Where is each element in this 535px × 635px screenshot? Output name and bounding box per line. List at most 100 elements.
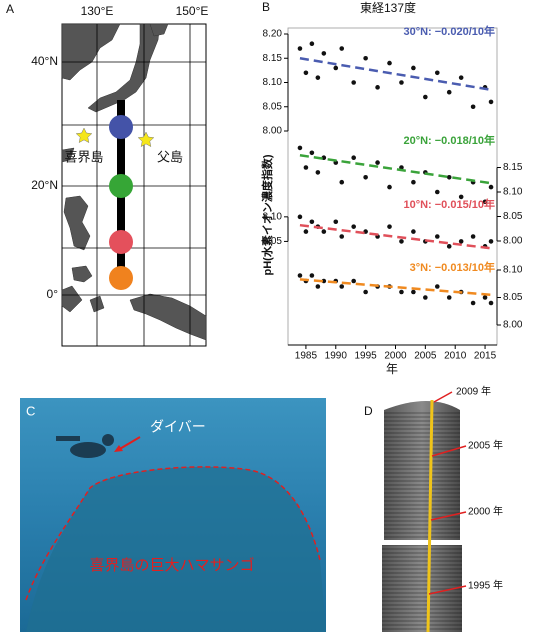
data-point (446, 89, 452, 95)
data-point (339, 46, 345, 51)
trend-line (299, 57, 492, 92)
data-point (411, 229, 416, 234)
data-point (321, 155, 327, 160)
x-axis-label: 年 (386, 362, 398, 376)
panel-label: A (6, 2, 14, 16)
diver (56, 434, 114, 458)
coral-outline (25, 466, 321, 601)
data-point (387, 60, 392, 66)
lat-label: 40°N (31, 54, 58, 68)
lon-label: 130°E (81, 4, 114, 18)
data-point (470, 104, 476, 110)
data-point (297, 273, 303, 278)
y-tick-label: 8.20 (263, 29, 283, 40)
data-point (363, 289, 368, 295)
panel-label: B (262, 0, 270, 14)
y-axis-label: pH(水素イオン濃度指数) (260, 154, 274, 275)
data-point (321, 51, 327, 56)
data-point (482, 199, 488, 205)
data-point (434, 189, 440, 195)
data-point (309, 219, 315, 225)
y-tick-label: 8.05 (503, 292, 523, 303)
data-point (446, 244, 452, 249)
coral (26, 466, 326, 632)
data-point (309, 273, 315, 278)
sampling-line (426, 399, 434, 633)
station (109, 266, 133, 290)
data-point (303, 70, 309, 76)
data-point (315, 284, 321, 289)
data-point (315, 170, 321, 175)
data-point (470, 300, 476, 306)
data-point (303, 165, 309, 170)
data-point (434, 234, 440, 239)
star (137, 131, 155, 148)
y-tick-label: 8.05 (263, 236, 283, 247)
data-point (351, 278, 356, 284)
data-point (363, 55, 368, 61)
x-tick-label: 2010 (444, 351, 467, 362)
y-tick-label: 8.10 (263, 77, 283, 88)
data-point (488, 239, 494, 244)
x-tick-label: 1995 (355, 351, 378, 362)
data-point (488, 184, 494, 190)
data-point (297, 46, 303, 51)
data-point (458, 75, 464, 80)
x-tick-label: 2005 (414, 351, 437, 362)
data-point (488, 300, 494, 306)
trend-line (299, 223, 492, 250)
arrowhead (114, 445, 123, 452)
data-point (297, 145, 303, 151)
series-label: 10°N: −0.015/10年 (403, 197, 495, 211)
x-tick-label: 2015 (474, 351, 497, 362)
year-pointers (428, 391, 467, 595)
site-label: 父島 (157, 149, 183, 164)
year-label: 1995 年 (468, 579, 503, 592)
plot-frame (287, 27, 498, 346)
panel-d: D 2009 年 2005 年 2000 年 1995 年 (364, 385, 503, 633)
station (109, 230, 133, 254)
panel-label: C (26, 403, 35, 418)
data-point (399, 239, 404, 244)
y-tick-label: 8.15 (263, 53, 283, 64)
panel-b: B 東経137度 年 pH(水素イオン濃度指数) 1985 1990 1995 200… (260, 0, 523, 376)
growth-bands (382, 545, 462, 632)
land (61, 23, 207, 341)
year-label: 2005 年 (468, 439, 503, 452)
data-point (488, 99, 494, 105)
y-tick-label: 8.00 (503, 236, 523, 247)
year-label: 2009 年 (456, 385, 491, 398)
data-point (446, 295, 452, 300)
y-tick-label: 8.10 (503, 265, 523, 276)
data-point (387, 184, 392, 190)
data-point (434, 284, 440, 289)
lon-label: 150°E (176, 4, 209, 18)
data-point (399, 80, 404, 85)
panel-c: C ダイバー 喜界島の巨大ハマサンゴ (20, 398, 326, 632)
trend-line (299, 278, 492, 296)
data-point (339, 179, 345, 185)
x-tick-label: 1985 (295, 351, 318, 362)
panel-a: A 130°E 150°E 40°N 20°N 0° 喜界島 (6, 2, 209, 347)
annotation: 喜界島の巨大ハマサンゴ (89, 556, 254, 574)
data-point (351, 80, 356, 85)
data-point (470, 234, 476, 239)
data-point (423, 295, 428, 300)
graticule (62, 24, 206, 346)
y-tick-label: 8.15 (503, 162, 523, 173)
series-label: 30°N: −0.020/10年 (403, 24, 495, 38)
station (109, 115, 133, 139)
star (75, 127, 93, 144)
data-point (458, 194, 464, 200)
arrow (117, 436, 141, 451)
y-tick-label: 8.05 (263, 101, 283, 112)
panel-label: D (364, 404, 373, 418)
chart-title: 東経137度 (360, 0, 416, 15)
x-tick-label: 2000 (384, 351, 407, 362)
data-point (411, 65, 416, 71)
data-point (333, 219, 339, 225)
station (109, 174, 133, 198)
lat-label: 20°N (31, 178, 58, 192)
data-point (363, 175, 368, 180)
